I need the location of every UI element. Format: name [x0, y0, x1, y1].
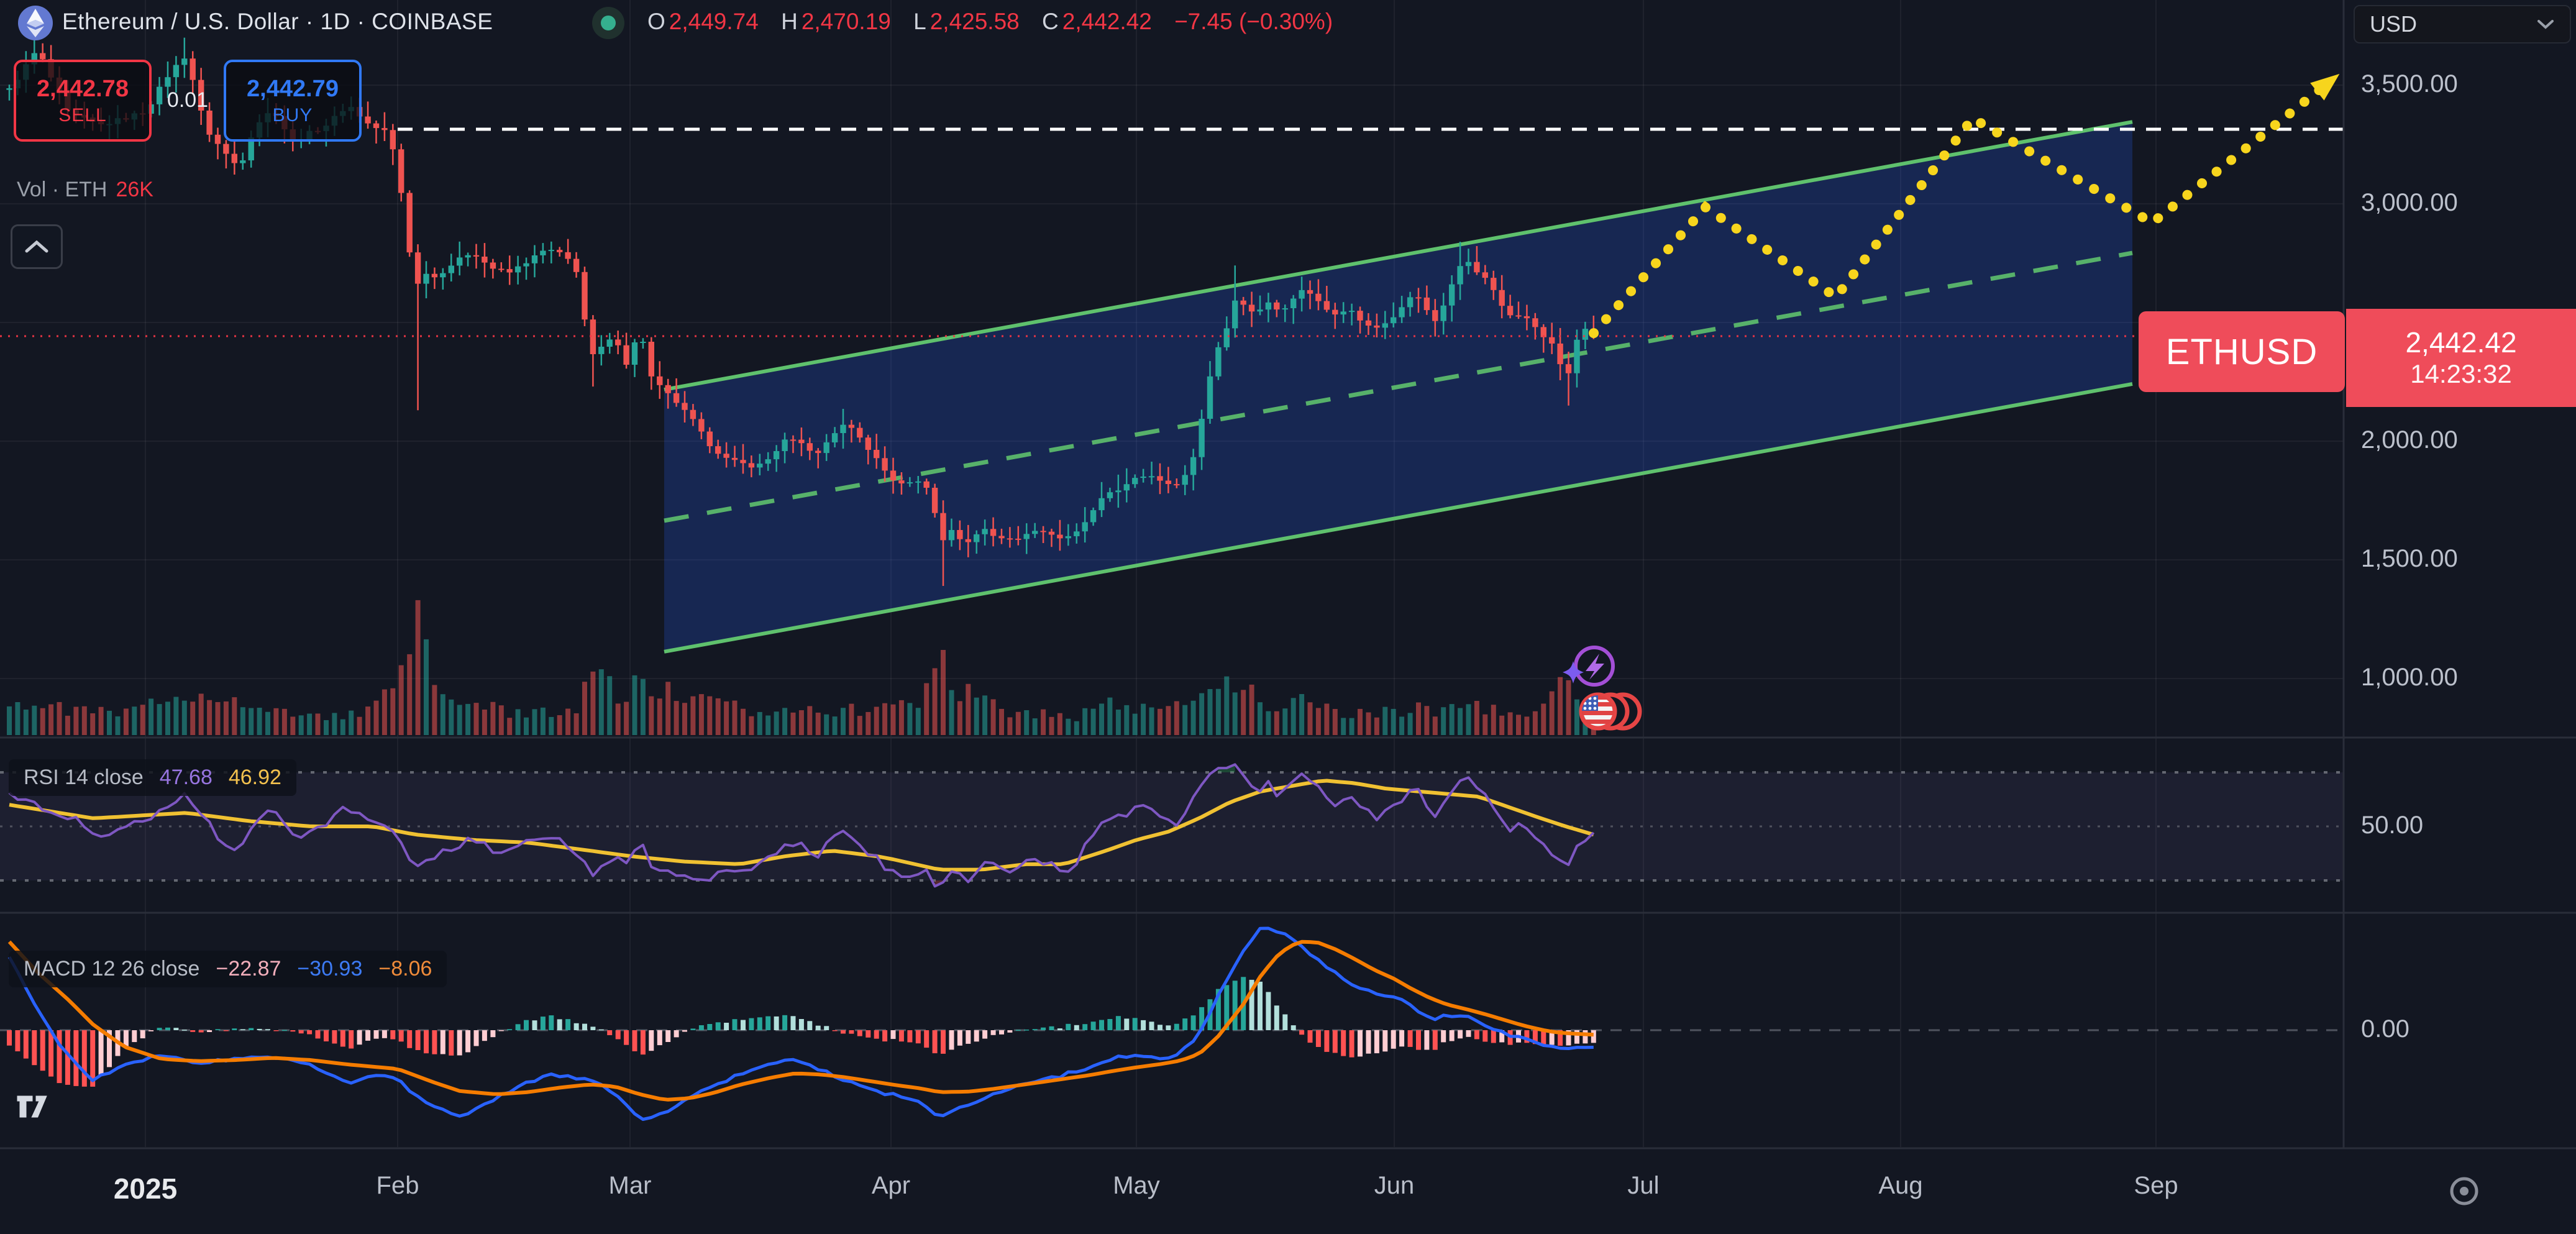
high-value: 2,470.19	[801, 9, 891, 34]
volume-bars[interactable]	[7, 600, 1596, 735]
rsi-ma-value: 46.92	[228, 766, 281, 789]
change-value: −7.45 (−0.30%)	[1174, 9, 1333, 34]
arrow-head	[2310, 73, 2340, 101]
spread-value: 0.01	[167, 88, 209, 112]
volume-legend[interactable]: Vol · ETH 26K	[17, 178, 153, 202]
price-axis-label[interactable]: 1,500.00	[2361, 545, 2458, 572]
low-label: L	[913, 9, 926, 34]
macd-legend[interactable]: MACD 12 26 close −22.87 −30.93 −8.06	[9, 951, 447, 987]
sell-label: SELL	[58, 104, 107, 126]
open-label: O	[647, 9, 665, 34]
open-value: 2,449.74	[669, 9, 759, 34]
time-axis-label[interactable]: 2025	[113, 1172, 178, 1205]
ethereum-logo-icon	[18, 6, 53, 40]
currency-label: USD	[2370, 11, 2418, 37]
bar-countdown: 14:23:32	[2410, 359, 2512, 389]
time-axis-label[interactable]: Feb	[376, 1172, 419, 1199]
rsi-title[interactable]: RSI 14 close	[24, 766, 144, 789]
macd-signal-line	[7, 939, 1594, 1102]
close-value: 2,442.42	[1062, 9, 1152, 34]
parallel-channel-drawing[interactable]	[664, 120, 2133, 654]
last-price-axis-label: 2,442.42 14:23:32	[2346, 309, 2576, 407]
high-label: H	[781, 9, 798, 34]
macd-value: −30.93	[297, 957, 363, 980]
time-axis-label[interactable]: Apr	[871, 1172, 911, 1199]
chevron-up-icon	[25, 240, 48, 253]
price-axis-label[interactable]: 2,000.00	[2361, 426, 2458, 454]
time-axis-label[interactable]: Jul	[1627, 1172, 1660, 1199]
chevron-down-icon	[2537, 20, 2554, 29]
gear-icon[interactable]	[2447, 1174, 2482, 1209]
sell-price: 2,442.78	[37, 75, 129, 102]
ohlc-readout: O 2,449.74 H 2,470.19 L 2,425.58 C 2,442.42 …	[647, 9, 1333, 35]
tradingview-logo[interactable]	[12, 1086, 51, 1125]
rsi-value: 47.68	[159, 766, 212, 789]
symbol-price-flag: ETHUSD	[2139, 311, 2345, 392]
time-axis-label[interactable]: May	[1113, 1172, 1160, 1199]
macd-hist-value: −22.87	[216, 957, 281, 980]
time-axis-label[interactable]: Sep	[2134, 1172, 2178, 1199]
sell-button[interactable]: 2,442.78 SELL	[14, 60, 152, 142]
rsi-axis-label[interactable]: 50.00	[2361, 811, 2424, 839]
market-status-icon[interactable]	[591, 6, 625, 40]
buy-label: BUY	[272, 104, 313, 126]
us-events-icon[interactable]	[1579, 692, 1642, 731]
price-axis-label[interactable]: 1,000.00	[2361, 664, 2458, 691]
last-price-value: 2,442.42	[2405, 326, 2517, 359]
currency-selector[interactable]: USD	[2354, 5, 2571, 43]
time-axis-label[interactable]: Mar	[608, 1172, 652, 1199]
macd-title[interactable]: MACD 12 26 close	[24, 957, 200, 980]
rsi-band-fill	[0, 772, 2344, 880]
symbol-title[interactable]: Ethereum / U.S. Dollar · 1D · COINBASE	[62, 9, 493, 34]
projection-zigzag-drawing[interactable]	[1589, 73, 2340, 339]
rsi-legend[interactable]: RSI 14 close 47.68 46.92	[9, 759, 296, 796]
buy-price: 2,442.79	[247, 75, 339, 102]
price-axis-label[interactable]: 3,500.00	[2361, 70, 2458, 98]
buy-button[interactable]: 2,442.79 BUY	[224, 60, 362, 142]
lightning-event-icon[interactable]	[1563, 646, 1615, 687]
volume-value: 26K	[116, 178, 153, 201]
pane-separators[interactable]	[0, 0, 2576, 1149]
macd-signal-value: −8.06	[378, 957, 432, 980]
rsi-ma-line	[9, 779, 1594, 872]
time-axis-label[interactable]: Jun	[1374, 1172, 1415, 1199]
rsi-line	[8, 763, 1595, 888]
price-axis-label[interactable]: 3,000.00	[2361, 189, 2458, 216]
volume-label: Vol · ETH	[17, 178, 107, 201]
time-axis-label[interactable]: Aug	[1878, 1172, 1923, 1199]
low-value: 2,425.58	[929, 9, 1020, 34]
collapse-panel-button[interactable]	[11, 224, 63, 269]
close-label: C	[1042, 9, 1059, 34]
macd-histogram[interactable]	[7, 977, 1596, 1087]
macd-axis-label[interactable]: 0.00	[2361, 1015, 2409, 1043]
